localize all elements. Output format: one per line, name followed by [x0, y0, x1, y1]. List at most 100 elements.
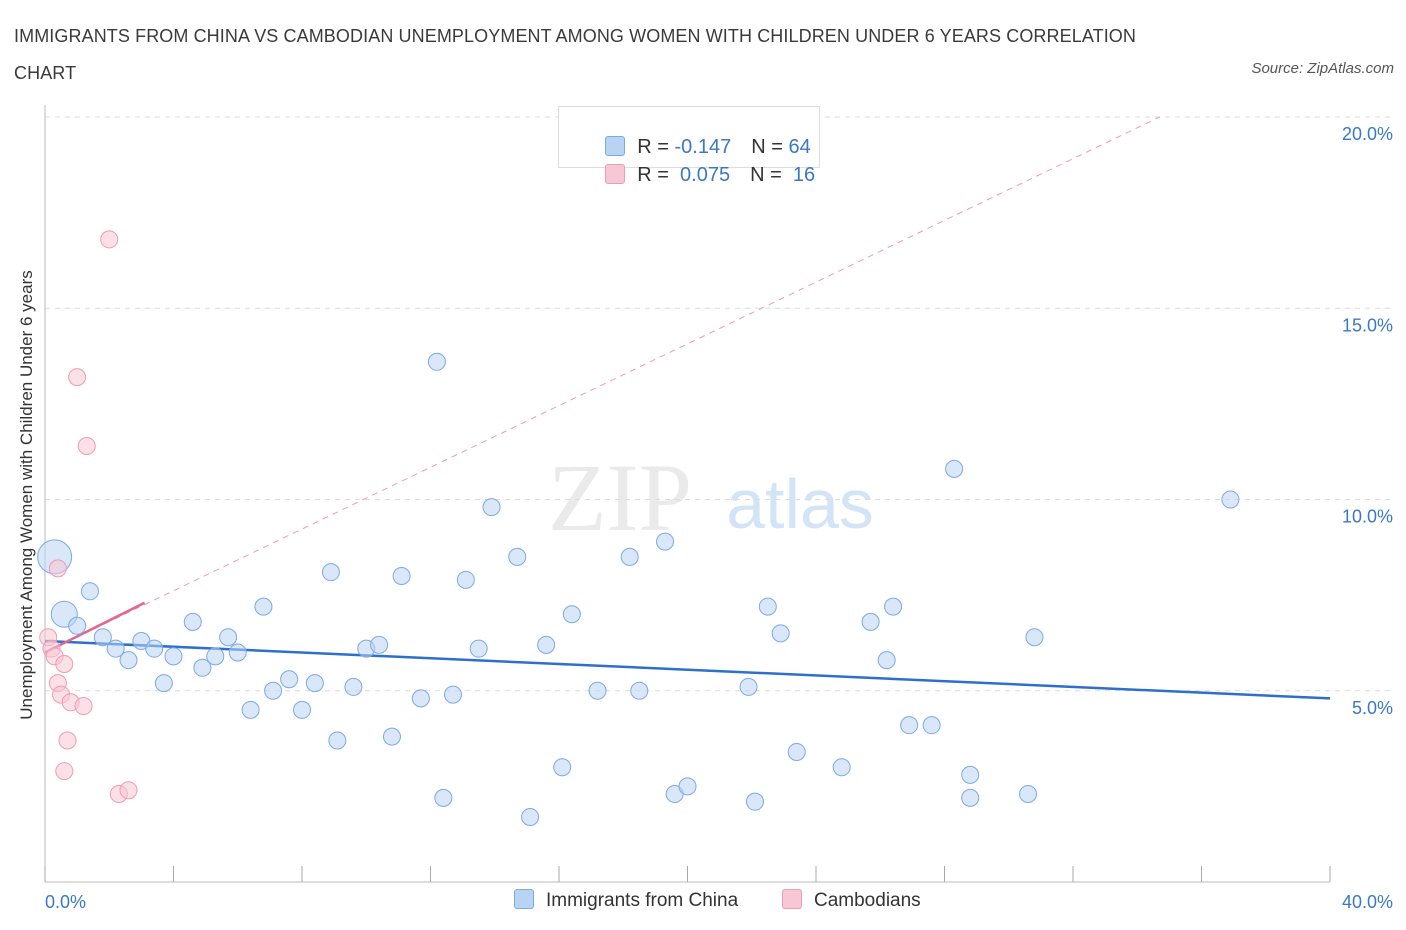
china-point: [678, 777, 697, 796]
china-point: [961, 765, 980, 784]
china-point: [1025, 628, 1044, 647]
china-point: [443, 685, 462, 704]
y-tick-label: 5.0%: [1352, 698, 1393, 718]
china-legend-swatch: [514, 889, 534, 909]
china-point: [321, 563, 340, 582]
chart-title: IMMIGRANTS FROM CHINA VS CAMBODIAN UNEMP…: [14, 26, 1137, 83]
x-tick-label: 40.0%: [1342, 892, 1393, 912]
china-point: [280, 670, 299, 689]
cambodia-point: [55, 654, 74, 673]
n-value: 16: [787, 164, 816, 186]
china-point: [521, 807, 540, 826]
china-point: [106, 639, 125, 658]
china-point: [469, 639, 488, 658]
y-tick-label: 20.0%: [1342, 124, 1393, 144]
n-value: 64: [788, 136, 811, 158]
china-point: [370, 635, 389, 654]
cambodia-point: [77, 436, 96, 455]
china-point: [80, 582, 99, 601]
china-point: [771, 624, 790, 643]
china-point: [241, 700, 260, 719]
china-point: [344, 677, 363, 696]
tick-labels: 5.0% 10.0% 15.0% 20.0% 0.0% 40.0%: [45, 124, 1393, 912]
cambodia-swatch: [605, 164, 626, 184]
axes: [44, 105, 1331, 883]
china-point: [305, 674, 324, 693]
r-label: R =: [637, 164, 675, 186]
china-point: [861, 612, 880, 631]
correlation-legend: R = -0.147 N = 64 R = 0.075 N = 16: [558, 106, 820, 186]
china-point: [482, 498, 501, 517]
legend-item-china: Immigrants from China: [514, 889, 738, 912]
china-point: [758, 597, 777, 616]
china-point: [264, 681, 283, 700]
china-point: [434, 788, 453, 807]
china-point: [93, 628, 112, 647]
legend-row-cambodia: R = 0.075 N = 16: [583, 141, 815, 186]
china-point: [900, 716, 919, 735]
x-tick-label: 0.0%: [45, 892, 86, 912]
cambodia-point: [119, 781, 138, 800]
n-label: N =: [751, 136, 789, 158]
china-point: [193, 658, 212, 677]
china-point: [787, 742, 806, 761]
china-point: [154, 674, 173, 693]
china-point: [328, 731, 347, 750]
china-point: [745, 792, 764, 811]
cambodia-point: [48, 559, 67, 578]
china-point: [884, 597, 903, 616]
china-point: [832, 758, 851, 777]
china-point: [922, 716, 941, 735]
china-point: [961, 788, 980, 807]
r-value: 0.075: [674, 164, 731, 186]
cambodia-legend-label: Cambodians: [814, 890, 921, 911]
cambodia-point: [74, 697, 93, 716]
china-legend-label: Immigrants from China: [546, 890, 739, 911]
china-point: [562, 605, 581, 624]
china-point: [1019, 785, 1038, 804]
n-label: N =: [750, 164, 788, 186]
china-point: [537, 635, 556, 654]
china-point: [739, 677, 758, 696]
r-label: R =: [637, 136, 675, 158]
gridlines: [45, 116, 1395, 692]
y-axis-label: Unemployment Among Women with Children U…: [17, 270, 36, 719]
china-point: [145, 639, 164, 658]
china-point: [508, 547, 527, 566]
cambodia-point: [58, 731, 77, 750]
cambodia-trend-line: [44, 601, 146, 654]
china-point: [68, 616, 87, 635]
china-swatch: [605, 136, 626, 156]
china-point: [119, 651, 138, 670]
china-point: [630, 681, 649, 700]
china-trend-line: [44, 639, 1331, 700]
china-point: [382, 727, 401, 746]
china-point: [228, 643, 247, 662]
china-point: [1221, 490, 1240, 509]
china-point: [620, 547, 639, 566]
china-point: [945, 459, 964, 478]
y-tick-label: 10.0%: [1342, 507, 1393, 527]
china-point: [164, 647, 183, 666]
trend-lines: [44, 116, 1331, 700]
data-points: [37, 230, 1240, 826]
china-point: [392, 567, 411, 585]
china-point: [219, 628, 238, 647]
legend-row-china: R = -0.147 N = 64: [583, 113, 811, 158]
watermark-atlas: atlas: [726, 465, 874, 543]
china-point: [254, 597, 273, 616]
cambodia-point: [55, 762, 74, 781]
cambodia-point: [100, 230, 119, 249]
r-value: -0.147: [674, 136, 732, 158]
cambodia-trend-extension: [44, 116, 1160, 653]
china-point: [411, 689, 430, 708]
china-point: [456, 570, 475, 589]
y-tick-label: 15.0%: [1342, 315, 1393, 335]
cambodia-point: [68, 368, 87, 387]
source-label: Source: ZipAtlas.com: [1251, 60, 1394, 77]
china-point: [427, 352, 446, 371]
china-point: [656, 532, 675, 551]
china-point: [588, 681, 607, 700]
china-point: [183, 612, 202, 631]
